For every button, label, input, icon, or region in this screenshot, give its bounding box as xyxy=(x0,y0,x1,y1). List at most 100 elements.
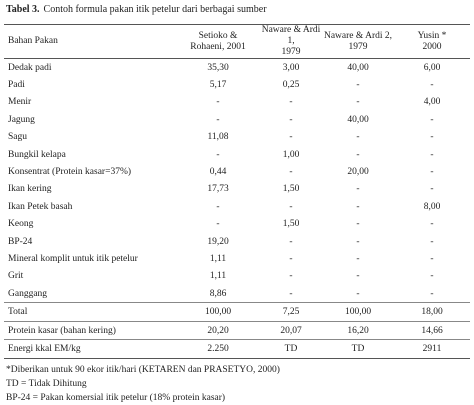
cell: 1,50 xyxy=(282,184,300,195)
cell: - xyxy=(216,97,220,108)
cell: 1,50 xyxy=(282,219,300,230)
table-row: Grit 1,11 - - - xyxy=(4,268,470,285)
row-label: Bungkil kelapa xyxy=(8,149,66,160)
footnote: BP-24 = Pakan komersial itik petelur (18… xyxy=(6,393,226,403)
row-label: Konsentrat (Protein kasar=37%) xyxy=(8,167,132,178)
cell: 7,25 xyxy=(260,302,322,322)
header-cell: Setioko & Rohaeni, 2001 xyxy=(176,24,260,59)
row-label: Ikan Petek basah xyxy=(8,201,73,212)
cell: 40,00 xyxy=(347,62,369,73)
row-label: Padi xyxy=(8,80,25,91)
cell: - xyxy=(430,253,434,264)
cell: TD xyxy=(322,339,394,359)
table-row: Mineral komplit untuk itik petelur 1,11 - -… xyxy=(4,250,470,267)
cell: 8,00 xyxy=(423,201,441,212)
cell: - xyxy=(289,253,293,264)
cell: - xyxy=(430,80,434,91)
cell: 20,20 xyxy=(176,320,260,340)
cell: - xyxy=(289,114,293,125)
header-cell: Naware & Ardi 2, 1979 xyxy=(322,24,394,59)
row-label: Menir xyxy=(8,97,32,108)
row-label: Sagu xyxy=(8,132,27,143)
table-row: Sagu 11,08 - - - xyxy=(4,129,470,146)
cell: 8,86 xyxy=(209,288,227,299)
cell: TD xyxy=(260,339,322,359)
row-label: Ikan kering xyxy=(8,184,52,195)
caption-text: Contoh formula pakan itik petelur dari b… xyxy=(43,4,267,15)
cell: - xyxy=(216,201,220,212)
cell: - xyxy=(289,201,293,212)
row-label: Protein kasar (bahan kering) xyxy=(4,320,176,340)
cell: 6,00 xyxy=(423,62,441,73)
table-row: BP-24 19,20 - - - xyxy=(4,233,470,250)
table-row: Ikan Petek basah - - - 8,00 xyxy=(4,198,470,215)
cell: - xyxy=(289,271,293,282)
cell: - xyxy=(289,288,293,299)
cell: 19,20 xyxy=(207,236,229,247)
cell: - xyxy=(356,132,360,143)
table-row: Total 100,00 7,25 100,00 18,00 xyxy=(4,302,470,322)
cell: - xyxy=(430,114,434,125)
cell: - xyxy=(289,167,293,178)
header-line: Setioko & xyxy=(198,30,238,41)
cell: - xyxy=(430,236,434,247)
cell: - xyxy=(216,114,220,125)
cell: 17,73 xyxy=(207,184,229,195)
header-line: 1979 xyxy=(281,47,301,57)
cell: 4,00 xyxy=(423,97,441,108)
cell: 40,00 xyxy=(347,114,369,125)
table-row: Ganggang 8,86 - - - xyxy=(4,285,470,303)
cell: 2911 xyxy=(394,339,470,359)
table-row: Jagung - - 40,00 - xyxy=(4,111,470,128)
header-line: Bahan Pakan xyxy=(8,36,58,46)
header-cell: Yusin * 2000 xyxy=(394,24,470,59)
cell: - xyxy=(356,184,360,195)
header-line: 1979 xyxy=(348,41,368,52)
cell: 1,11 xyxy=(209,271,227,282)
row-label: Keong xyxy=(8,219,34,230)
table-row: Protein kasar (bahan kering) 20,20 20,07 16… xyxy=(4,320,470,340)
table-row: Dedak padi 35,30 3,00 40,00 6,00 xyxy=(4,59,470,77)
cell: - xyxy=(430,132,434,143)
row-label: BP-24 xyxy=(8,236,33,247)
table: Bahan Pakan Setioko & Rohaeni, 2001 Naware … xyxy=(4,24,470,359)
table-row: Energi kkal EM/kg 2.250 TD TD 2911 xyxy=(4,339,470,359)
cell: 35,30 xyxy=(207,62,229,73)
caption-label: Tabel 3. xyxy=(6,4,40,15)
cell: - xyxy=(356,271,360,282)
cell: - xyxy=(430,288,434,299)
cell: - xyxy=(356,149,360,160)
cell: - xyxy=(356,201,360,212)
header-line: Naware & Ardi 2, xyxy=(323,30,393,41)
cell: 1,11 xyxy=(209,253,227,264)
row-label: Total xyxy=(4,302,176,322)
cell: - xyxy=(430,184,434,195)
header-line: Yusin * xyxy=(417,30,447,41)
cell: 1,00 xyxy=(282,149,300,160)
table-row: Menir - - - 4,00 xyxy=(4,94,470,111)
cell: 3,00 xyxy=(282,62,300,73)
cell: - xyxy=(216,219,220,230)
table-row: Padi 5,17 0,25 - - xyxy=(4,76,470,93)
header-line: 2000 xyxy=(422,41,442,52)
cell: - xyxy=(356,97,360,108)
cell: - xyxy=(430,167,434,178)
header-row: Bahan Pakan Setioko & Rohaeni, 2001 Naware … xyxy=(4,24,470,59)
cell: 16,20 xyxy=(322,320,394,340)
header-cell: Bahan Pakan xyxy=(4,24,176,59)
cell: 20,00 xyxy=(347,167,369,178)
row-label: Dedak padi xyxy=(8,62,52,73)
footnote: *Diberikan untuk 90 ekor itik/hari (KETA… xyxy=(6,365,280,375)
cell: 5,17 xyxy=(209,80,227,91)
footnote: TD = Tidak Dihitung xyxy=(6,379,87,389)
cell: 2.250 xyxy=(176,339,260,359)
table-row: Konsentrat (Protein kasar=37%) 0,44 - 20,00… xyxy=(4,163,470,180)
cell: - xyxy=(430,219,434,230)
table-body: Dedak padi 35,30 3,00 40,00 6,00 Padi 5,17 0,25… xyxy=(4,59,470,359)
cell: - xyxy=(356,253,360,264)
cell: 20,07 xyxy=(260,320,322,340)
header-line: Naware & Ardi 1, xyxy=(261,25,321,46)
cell: - xyxy=(356,219,360,230)
row-label: Energi kkal EM/kg xyxy=(4,339,176,359)
